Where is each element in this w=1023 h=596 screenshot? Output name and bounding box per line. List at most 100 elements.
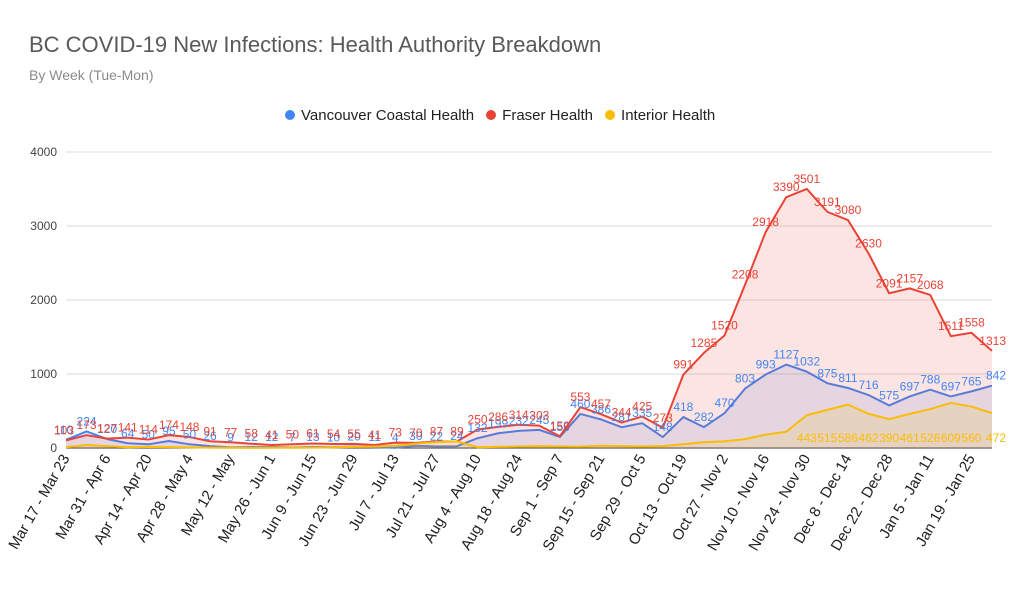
data-label-2-42: 526 <box>920 431 940 445</box>
data-label-2-40: 390 <box>879 431 899 445</box>
data-label-1-15: 41 <box>368 428 382 442</box>
data-label-1-10: 41 <box>265 428 279 442</box>
data-label-1-40: 2091 <box>876 276 903 290</box>
data-label-1-24: 159 <box>550 419 570 433</box>
series-area-0 <box>66 364 992 448</box>
data-label-0-2: 120 <box>97 422 117 436</box>
data-label-2-43: 609 <box>941 431 961 445</box>
data-label-0-26: 386 <box>591 402 611 416</box>
data-label-1-1: 173 <box>77 418 97 432</box>
y-tick-label-3: 3000 <box>30 219 57 233</box>
legend-label-interior: Interior Health <box>621 106 716 124</box>
data-label-0-9: 12 <box>245 430 259 444</box>
data-label-2-37: 515 <box>817 431 837 445</box>
data-label-1-2: 127 <box>97 422 117 436</box>
data-label-1-22: 314 <box>509 408 529 422</box>
data-label-0-6: 50 <box>183 427 197 441</box>
data-label-1-41: 2157 <box>896 271 923 285</box>
data-label-0-31: 282 <box>694 410 714 424</box>
data-label-0-14: 20 <box>347 430 361 444</box>
data-label-0-27: 281 <box>612 410 632 424</box>
data-label-0-1: 224 <box>77 414 97 428</box>
data-label-0-16: 4 <box>392 431 399 445</box>
data-label-0-12: 13 <box>306 430 320 444</box>
data-label-1-6: 148 <box>179 420 199 434</box>
data-label-1-17: 70 <box>409 426 423 440</box>
data-label-1-32: 1520 <box>711 319 738 333</box>
data-label-1-7: 91 <box>203 424 217 438</box>
data-label-1-26: 457 <box>591 397 611 411</box>
data-label-0-44: 765 <box>961 374 981 388</box>
data-label-0-19: 24 <box>450 429 464 443</box>
legend: Vancouver Coastal Health Fraser Health I… <box>285 105 727 125</box>
data-label-1-3: 141 <box>118 421 138 435</box>
data-label-0-15: 11 <box>368 430 381 444</box>
data-label-1-16: 73 <box>389 426 403 440</box>
data-label-2-38: 586 <box>838 431 858 445</box>
data-label-0-40: 575 <box>879 388 899 402</box>
legend-swatch-vancouver-coastal <box>285 110 295 120</box>
data-label-1-44: 1558 <box>958 316 985 330</box>
data-label-0-43: 697 <box>941 379 961 393</box>
data-label-0-33: 803 <box>735 372 755 386</box>
data-label-1-39: 2630 <box>855 236 882 250</box>
data-label-0-25: 460 <box>570 397 590 411</box>
data-label-0-10: 12 <box>265 430 279 444</box>
data-label-0-0: 110 <box>54 423 73 437</box>
data-label-0-34: 993 <box>756 358 776 372</box>
data-label-2-41: 461 <box>900 431 920 445</box>
data-label-0-37: 875 <box>817 366 837 380</box>
data-label-0-41: 697 <box>900 379 920 393</box>
data-label-1-43: 1511 <box>938 319 964 333</box>
series-area-1 <box>66 188 992 448</box>
data-label-2-36: 443 <box>797 431 817 445</box>
data-label-1-27: 344 <box>612 406 632 420</box>
data-label-1-4: 114 <box>139 423 158 437</box>
data-label-1-9: 58 <box>245 427 259 441</box>
chart-subtitle: By Week (Tue-Mon) <box>29 67 154 83</box>
data-label-2-45: 472 <box>986 431 1006 445</box>
data-label-1-30: 991 <box>673 358 693 372</box>
data-label-0-4: 50 <box>142 427 156 441</box>
legend-item-interior: Interior Health <box>605 107 715 124</box>
y-tick-label-2: 2000 <box>30 293 57 307</box>
series-line-1 <box>65 187 993 446</box>
data-label-0-22: 232 <box>509 414 529 428</box>
data-label-1-0: 103 <box>54 423 74 437</box>
data-label-0-8: 9 <box>227 430 234 444</box>
series-line-2 <box>65 401 993 449</box>
data-label-1-8: 77 <box>224 425 238 439</box>
data-label-1-21: 286 <box>488 410 508 424</box>
data-label-1-19: 89 <box>450 424 464 438</box>
data-label-0-24: 150 <box>550 420 570 434</box>
data-label-1-14: 55 <box>347 427 361 441</box>
data-label-0-11: 7 <box>289 430 296 444</box>
legend-item-fraser: Fraser Health <box>486 107 593 124</box>
data-label-0-23: 245 <box>529 413 549 427</box>
data-label-1-23: 303 <box>529 409 549 423</box>
data-label-0-29: 148 <box>653 420 673 434</box>
data-label-1-5: 174 <box>159 418 179 432</box>
chart-title: BC COVID-19 New Infections: Health Autho… <box>29 32 602 57</box>
data-label-1-11: 50 <box>286 427 300 441</box>
data-label-1-35: 3390 <box>773 180 800 194</box>
legend-item-vancouver-coastal: Vancouver Coastal Health <box>285 107 474 124</box>
data-label-0-17: 30 <box>409 429 423 443</box>
data-label-0-32: 470 <box>714 396 734 410</box>
data-label-0-39: 716 <box>859 378 879 392</box>
data-label-0-30: 418 <box>673 400 693 414</box>
legend-label-fraser: Fraser Health <box>502 106 594 124</box>
data-label-1-36: 3501 <box>793 172 820 186</box>
data-label-1-33: 2208 <box>732 268 759 282</box>
data-label-1-34: 2918 <box>752 215 779 229</box>
y-tick-label-0: 0 <box>50 441 57 455</box>
data-label-2-44: 560 <box>961 431 981 445</box>
data-label-0-45: 842 <box>986 369 1006 383</box>
data-label-0-18: 22 <box>430 429 444 443</box>
data-label-1-37: 3191 <box>814 195 841 209</box>
data-label-0-38: 811 <box>838 371 857 385</box>
legend-swatch-interior <box>605 110 616 120</box>
data-label-0-5: 95 <box>162 424 176 438</box>
data-label-1-12: 61 <box>306 426 320 440</box>
